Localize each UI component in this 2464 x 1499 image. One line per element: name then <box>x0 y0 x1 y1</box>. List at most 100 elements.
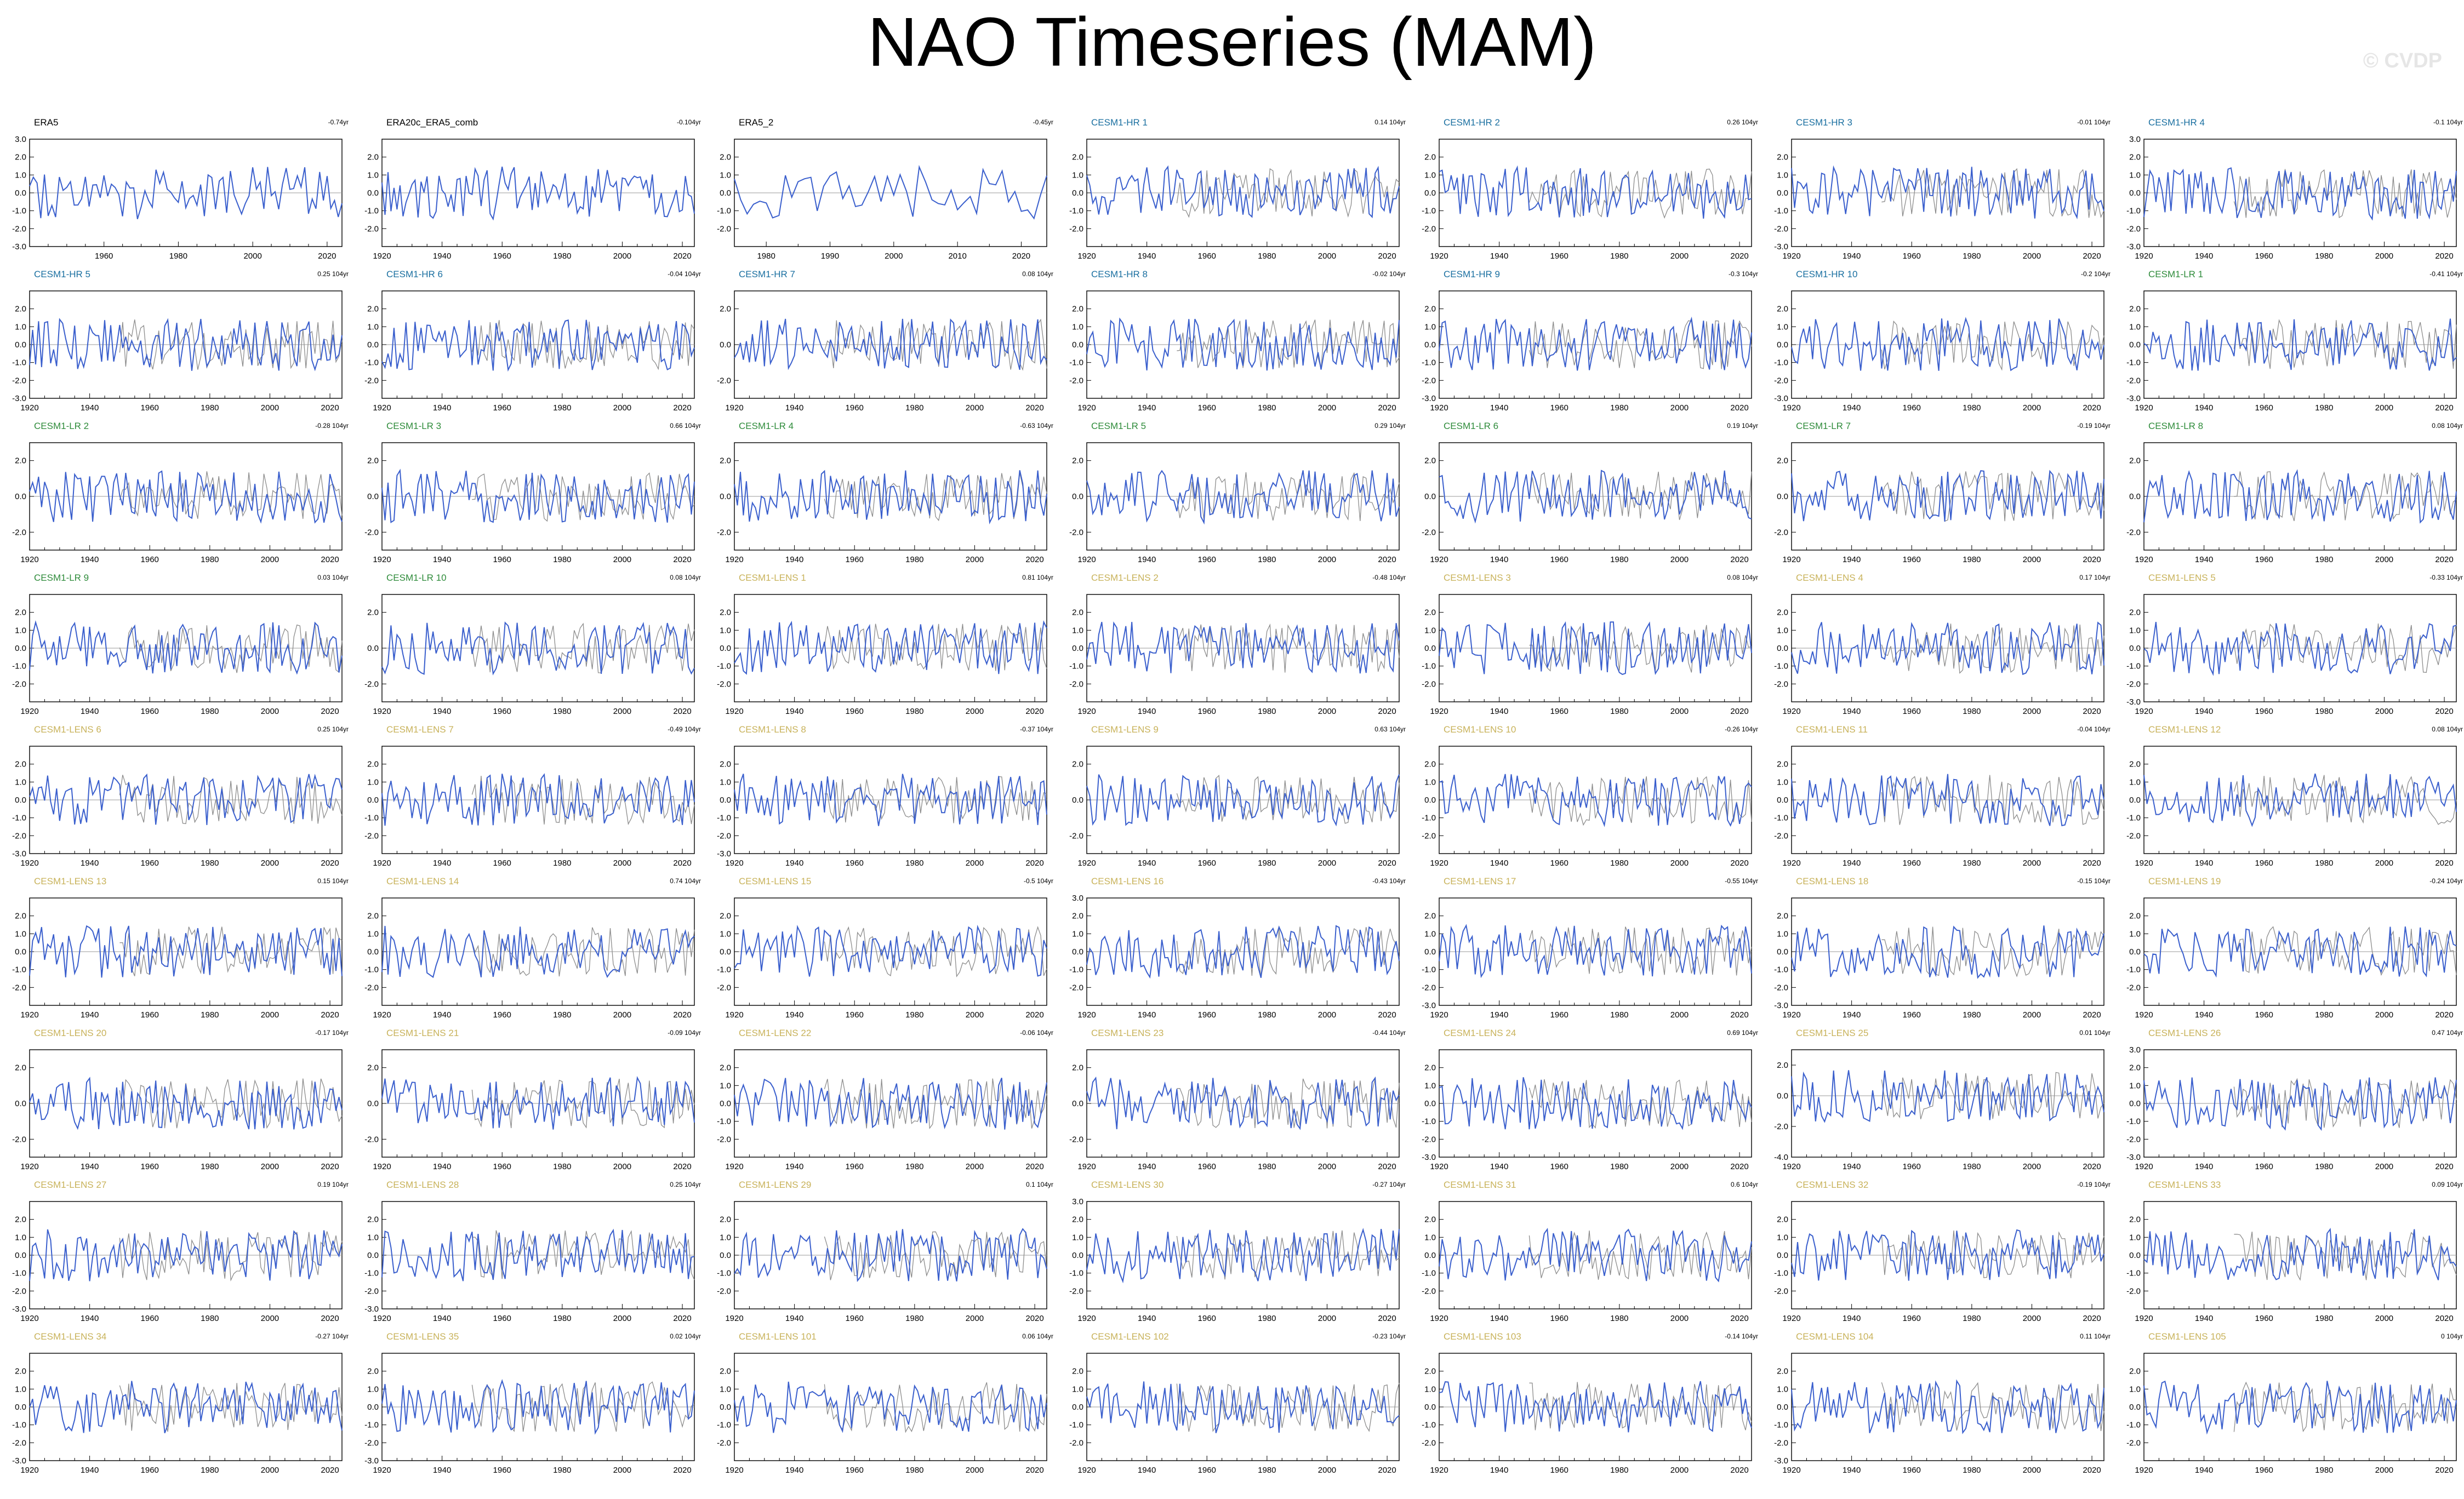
panel-title: CESM1-LENS 103 <box>1444 1331 1521 1342</box>
y-tick-label: -2.0 <box>1069 831 1083 840</box>
x-tick-label: 1990 <box>821 251 839 261</box>
nao-panel: CESM1-LENS 20 -0.17 104yr 2.0 0.0 -2.0 1920 19… <box>0 1028 351 1176</box>
observed-reference-line <box>2233 319 2457 370</box>
y-tick-label: 0.0 <box>1777 492 1788 501</box>
x-tick-label: 1960 <box>1198 1466 1216 1475</box>
trend-label: 0.66 104yr <box>670 422 701 430</box>
x-tick-label: 2020 <box>2083 707 2101 716</box>
panel-title: CESM1-HR 2 <box>1444 117 1500 128</box>
y-tick-label: 2.0 <box>1072 153 1083 162</box>
x-tick-label: 2000 <box>2375 251 2393 261</box>
nao-series-line <box>2143 926 2457 978</box>
y-tick-label: 2.0 <box>2129 608 2141 617</box>
y-tick-label: 1.0 <box>367 1233 379 1242</box>
nao-series-line <box>1086 165 1400 219</box>
x-tick-label: 1980 <box>169 251 187 261</box>
y-tick-label: 0.0 <box>15 796 26 805</box>
y-tick-label: -2.0 <box>1774 983 1788 992</box>
x-tick-label: 2020 <box>321 1010 339 1020</box>
y-tick-label: 2.0 <box>1424 153 1436 162</box>
y-tick-label: -2.0 <box>1422 831 1436 840</box>
y-tick-label: 0.0 <box>367 492 379 501</box>
x-tick-label: 1940 <box>1843 1162 1861 1171</box>
y-tick-label: -1.0 <box>1069 207 1083 216</box>
y-tick-label: -1.0 <box>1422 662 1436 671</box>
y-tick-label: 2.0 <box>1424 456 1436 466</box>
x-tick-label: 1920 <box>1077 1314 1096 1323</box>
panel-title: CESM1-LR 6 <box>1444 421 1499 431</box>
x-tick-label: 2020 <box>673 403 691 413</box>
x-tick-label: 2000 <box>2023 859 2041 868</box>
x-tick-label: 2020 <box>673 251 691 261</box>
x-tick-label: 2000 <box>1670 1010 1689 1020</box>
y-tick-label: -2.0 <box>1774 224 1788 233</box>
x-tick-label: 1960 <box>2255 859 2273 868</box>
y-tick-label: 2.0 <box>2129 1063 2141 1073</box>
x-tick-label: 1980 <box>553 1010 571 1020</box>
panel-plot: 2.0 1.0 0.0 -1.0 -2.0 1980 1990 2000 2010 2020 <box>717 139 1047 261</box>
x-tick-label: 2020 <box>1378 707 1396 716</box>
y-tick-label: 1.0 <box>2129 1081 2141 1090</box>
y-tick-label: 1.0 <box>15 929 26 939</box>
y-tick-label: 2.0 <box>15 912 26 921</box>
y-tick-label: 2.0 <box>1777 153 1788 162</box>
y-tick-label: -2.0 <box>364 224 379 233</box>
observed-reference-line <box>1881 926 2104 977</box>
panel-plot: 3.0 2.0 1.0 0.0 -1.0 -2.0 1920 1940 1960 1980 2000… <box>1069 1197 1400 1323</box>
x-tick-label: 1920 <box>1430 707 1448 716</box>
panel-title: CESM1-LENS 16 <box>1091 876 1164 886</box>
x-tick-label: 1920 <box>2135 707 2153 716</box>
y-tick-label: 0.0 <box>2129 1251 2141 1260</box>
x-tick-label: 1980 <box>1258 707 1276 716</box>
panel-plot: 2.0 0.0 -2.0 1920 1940 1960 1980 2000 2020 <box>12 1049 343 1171</box>
trend-label: -0.41 104yr <box>2429 270 2463 278</box>
x-tick-label: 2000 <box>1670 555 1689 564</box>
x-tick-label: 2000 <box>1670 707 1689 716</box>
x-tick-label: 1920 <box>1077 403 1096 413</box>
panel-plot: 2.0 1.0 0.0 -1.0 -2.0 1920 1940 1960 1980 2000 202… <box>2126 1201 2457 1323</box>
x-tick-label: 1920 <box>1782 1314 1800 1323</box>
y-tick-label: -1.0 <box>2126 814 2141 823</box>
x-tick-label: 1980 <box>1610 707 1628 716</box>
observed-reference-line <box>119 471 343 519</box>
y-tick-label: 1.0 <box>1777 1384 1788 1394</box>
panel-title: CESM1-LENS 17 <box>1444 876 1516 886</box>
x-tick-label: 1920 <box>373 859 391 868</box>
y-tick-label: -1.0 <box>12 207 26 216</box>
nao-series-line <box>381 468 695 524</box>
nao-panel: ERA5_2 -0.45yr 2.0 1.0 0.0 -1.0 -2.0 1980 1990 20… <box>705 117 1056 265</box>
x-tick-label: 1920 <box>20 707 38 716</box>
y-tick-label: -2.0 <box>1422 1438 1436 1447</box>
y-tick-label: -1.0 <box>717 207 731 216</box>
y-tick-label: -1.0 <box>1422 1421 1436 1430</box>
trend-label: -0.44 104yr <box>1372 1029 1406 1037</box>
x-tick-label: 1960 <box>846 1466 864 1475</box>
x-tick-label: 1920 <box>1077 1010 1096 1020</box>
trend-label: -0.02 104yr <box>1372 270 1406 278</box>
observed-reference-line <box>119 775 343 825</box>
x-tick-label: 1980 <box>1963 859 1981 868</box>
nao-series-line <box>734 924 1047 977</box>
nao-panel: CESM1-LR 5 0.29 104yr 2.0 0.0 -2.0 1920 1940 19… <box>1057 421 1408 569</box>
panel-plot: 2.0 1.0 0.0 -1.0 -2.0 1920 1940 1960 1980 2000 202… <box>1422 594 1752 716</box>
panel-title: CESM1-HR 10 <box>1796 269 1858 279</box>
y-tick-label: -3.0 <box>717 849 731 859</box>
x-tick-label: 1920 <box>1782 1162 1800 1171</box>
y-tick-label: 1.0 <box>2129 1233 2141 1242</box>
x-tick-label: 1980 <box>1963 555 1981 564</box>
panel-title: CESM1-LENS 26 <box>2148 1028 2221 1038</box>
y-tick-label: 0.0 <box>15 644 26 653</box>
nao-panel: CESM1-LENS 24 0.69 104yr 2.0 1.0 0.0 -1.0 -2.0… <box>1410 1028 1760 1176</box>
x-tick-label: 1920 <box>373 1466 391 1475</box>
x-tick-label: 1980 <box>1963 707 1981 716</box>
y-tick-label: 1.0 <box>2129 170 2141 180</box>
x-tick-label: 2020 <box>1378 1010 1396 1020</box>
trend-label: -0.24 104yr <box>2429 877 2463 885</box>
x-tick-label: 1940 <box>1490 403 1508 413</box>
x-tick-label: 2000 <box>2375 1010 2393 1020</box>
y-tick-label: 0.0 <box>1072 644 1083 653</box>
x-tick-label: 2000 <box>261 707 279 716</box>
nao-panel: CESM1-LR 2 -0.28 104yr 2.0 0.0 -2.0 1920 1940 1… <box>0 421 351 569</box>
y-tick-label: 3.0 <box>1072 1197 1083 1206</box>
nao-series-line <box>381 167 695 221</box>
